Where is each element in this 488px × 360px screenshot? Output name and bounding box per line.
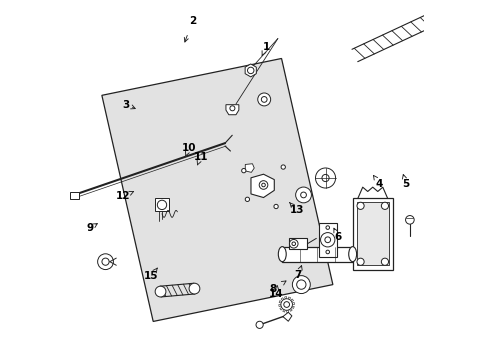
Polygon shape xyxy=(244,64,256,77)
Polygon shape xyxy=(318,222,336,257)
Circle shape xyxy=(315,168,335,188)
Text: 12: 12 xyxy=(116,191,133,201)
Polygon shape xyxy=(102,58,332,321)
Circle shape xyxy=(381,258,388,265)
Text: 13: 13 xyxy=(289,203,304,216)
Polygon shape xyxy=(291,306,294,309)
Polygon shape xyxy=(278,305,281,307)
Polygon shape xyxy=(292,302,294,305)
Circle shape xyxy=(289,239,297,248)
Polygon shape xyxy=(284,297,286,299)
Circle shape xyxy=(259,181,267,189)
Polygon shape xyxy=(279,307,282,310)
Text: 1: 1 xyxy=(262,42,269,55)
Ellipse shape xyxy=(348,247,356,262)
Circle shape xyxy=(292,276,310,293)
FancyBboxPatch shape xyxy=(356,202,388,265)
Polygon shape xyxy=(281,298,283,301)
Circle shape xyxy=(325,226,329,229)
Polygon shape xyxy=(289,309,292,311)
FancyBboxPatch shape xyxy=(155,198,169,211)
Polygon shape xyxy=(225,105,238,115)
Circle shape xyxy=(261,96,266,102)
FancyBboxPatch shape xyxy=(70,192,79,198)
Circle shape xyxy=(356,202,364,210)
Circle shape xyxy=(281,165,285,169)
Text: 14: 14 xyxy=(268,286,283,299)
Text: 4: 4 xyxy=(373,175,382,189)
Circle shape xyxy=(324,237,330,243)
Circle shape xyxy=(245,197,249,202)
Text: 8: 8 xyxy=(269,281,285,294)
Circle shape xyxy=(381,202,388,210)
FancyBboxPatch shape xyxy=(289,238,307,249)
Text: 7: 7 xyxy=(294,266,302,280)
FancyBboxPatch shape xyxy=(352,198,392,270)
Polygon shape xyxy=(282,247,352,262)
Circle shape xyxy=(273,204,278,209)
Text: 3: 3 xyxy=(122,100,135,110)
Text: 6: 6 xyxy=(333,228,342,242)
Circle shape xyxy=(247,67,253,74)
Circle shape xyxy=(300,192,306,198)
Circle shape xyxy=(155,286,165,297)
Circle shape xyxy=(257,93,270,106)
Circle shape xyxy=(296,280,305,289)
Circle shape xyxy=(241,168,245,173)
Circle shape xyxy=(291,242,295,246)
Circle shape xyxy=(98,254,113,270)
Circle shape xyxy=(261,183,265,187)
Polygon shape xyxy=(287,297,290,300)
Polygon shape xyxy=(245,164,254,172)
Circle shape xyxy=(283,302,289,307)
Circle shape xyxy=(157,200,166,210)
Text: 9: 9 xyxy=(86,224,97,233)
Circle shape xyxy=(102,258,109,265)
Circle shape xyxy=(189,283,200,294)
Text: 2: 2 xyxy=(184,16,196,42)
Circle shape xyxy=(229,106,234,111)
Circle shape xyxy=(405,216,413,224)
Text: 10: 10 xyxy=(182,143,196,156)
Circle shape xyxy=(280,299,292,310)
Circle shape xyxy=(295,187,311,203)
Polygon shape xyxy=(282,310,285,312)
Polygon shape xyxy=(286,310,288,312)
Circle shape xyxy=(321,175,328,181)
Circle shape xyxy=(256,321,263,328)
Polygon shape xyxy=(250,174,274,198)
Circle shape xyxy=(356,258,364,265)
Text: 15: 15 xyxy=(144,268,158,281)
Polygon shape xyxy=(290,299,293,302)
Polygon shape xyxy=(279,301,281,303)
Ellipse shape xyxy=(278,247,285,262)
Circle shape xyxy=(320,233,334,247)
Text: 11: 11 xyxy=(193,152,207,165)
Circle shape xyxy=(325,250,329,254)
Text: 5: 5 xyxy=(402,175,408,189)
